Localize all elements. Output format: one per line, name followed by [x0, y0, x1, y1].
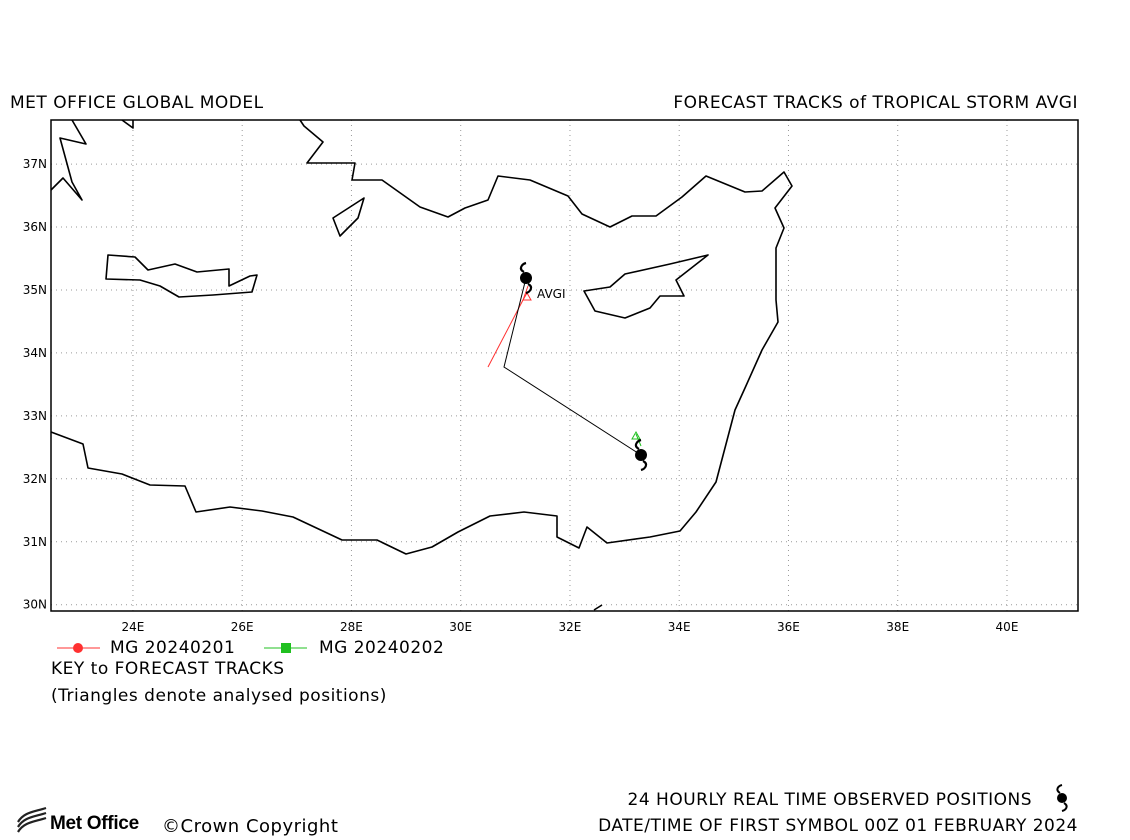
chart-title: FORECAST TRACKS of TROPICAL STORM AVGI — [673, 93, 1078, 113]
forecast-tracks — [487, 277, 642, 456]
analysed-triangle-red — [522, 291, 532, 301]
storm-name-label: AVGI — [537, 287, 566, 301]
lon-tick-label: 38E — [886, 620, 909, 634]
latitude-labels: 30N 31N 32N 33N 34N 35N 36N 37N — [23, 157, 47, 612]
legend-label-mg-20240202: MG 20240202 — [319, 638, 445, 658]
lon-tick-label: 24E — [122, 620, 145, 634]
lon-tick-label: 30E — [449, 620, 472, 634]
lat-tick-label: 37N — [23, 157, 47, 171]
lon-tick-label: 40E — [996, 620, 1019, 634]
observed-positions-note: 24 HOURLY REAL TIME OBSERVED POSITIONS — [627, 790, 1032, 810]
legend-marker-mg-20240201 — [57, 643, 100, 653]
coastline-crete — [105, 254, 258, 298]
coastline-turkey — [50, 119, 793, 555]
lat-tick-label: 32N — [23, 472, 47, 486]
coastline-greece — [50, 119, 87, 201]
lon-tick-label: 34E — [668, 620, 691, 634]
first-symbol-datetime: DATE/TIME OF FIRST SYMBOL 00Z 01 FEBRUAR… — [598, 816, 1078, 836]
lat-tick-label: 31N — [23, 535, 47, 549]
model-title: MET OFFICE GLOBAL MODEL — [10, 93, 264, 113]
coastline-rhodes — [332, 197, 365, 237]
storm-symbol-1 — [519, 261, 533, 295]
lat-tick-label: 35N — [23, 283, 47, 297]
analysed-triangle-green — [631, 430, 641, 440]
lat-tick-label: 33N — [23, 409, 47, 423]
lon-tick-label: 32E — [559, 620, 582, 634]
longitude-labels: 24E 26E 28E 30E 32E 34E 36E 38E 40E — [122, 620, 1019, 634]
track-observed — [503, 277, 642, 456]
grid-lines — [51, 120, 1078, 611]
lat-tick-label: 30N — [23, 598, 47, 612]
lat-tick-label: 36N — [23, 220, 47, 234]
storm-symbol-2 — [634, 438, 648, 472]
key-title: KEY to FORECAST TRACKS — [51, 659, 285, 679]
legend-label-mg-20240201: MG 20240201 — [110, 638, 236, 658]
track-mg-20240201 — [487, 285, 529, 368]
met-office-logo-icon — [17, 806, 47, 833]
observed-symbol-icon — [1056, 784, 1068, 812]
lon-tick-label: 28E — [340, 620, 363, 634]
coastline-sinai-fragment — [593, 604, 603, 611]
map-frame — [50, 119, 1079, 612]
coastlines — [50, 119, 793, 611]
lon-tick-label: 26E — [231, 620, 254, 634]
lon-tick-label: 36E — [777, 620, 800, 634]
coastline-cyprus — [583, 254, 709, 319]
met-office-logo-text: Met Office — [50, 813, 139, 834]
key-note: (Triangles denote analysed positions) — [51, 686, 387, 706]
crown-copyright: ©Crown Copyright — [162, 816, 339, 837]
legend-marker-mg-20240202 — [264, 643, 307, 653]
lat-tick-label: 34N — [23, 346, 47, 360]
coastline-aegean-islet — [121, 119, 134, 129]
